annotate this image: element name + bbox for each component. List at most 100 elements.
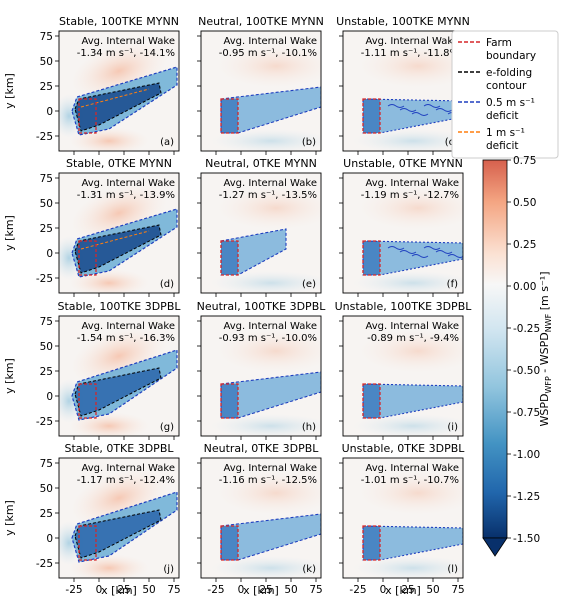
wake-annotation-values: -1.16 m s⁻¹, -12.5% <box>219 475 317 486</box>
panel-letter: (k) <box>302 564 316 575</box>
farm-boundary <box>362 383 381 419</box>
y-tick-label: 75 <box>40 458 53 470</box>
panel-frame <box>342 172 464 294</box>
farm-boundary <box>78 98 97 134</box>
panel-title: Neutral, 100TKE 3DPBL <box>197 300 327 313</box>
x-axis-label: x [km] <box>101 584 137 597</box>
y-tick-label: 0 <box>46 533 53 545</box>
wake-annotation-values: -1.31 m s⁻¹, -13.9% <box>77 190 175 201</box>
x-tick-label: 25 <box>117 584 130 596</box>
panel-letter: (j) <box>163 564 174 575</box>
wake-annotation-title: Avg. Internal Wake <box>223 321 317 332</box>
y-tick-label: 0 <box>46 248 53 260</box>
panel-g: 75 50 25 0 -25 Stable, 100TKE 3DPBL Avg. Inter… <box>36 300 181 440</box>
colorbar-tick-label: -1.25 <box>513 491 540 503</box>
farm-boundary <box>362 525 381 561</box>
panel-letter: (b) <box>302 137 316 148</box>
panel-c: Unstable, 100TKE MYNN Avg. Internal Wake-… <box>336 15 470 155</box>
wake-annotation-values: -0.93 m s⁻¹, -10.0% <box>219 333 317 344</box>
x-tick-label: 50 <box>142 584 155 596</box>
legend-entry-line1: Farm <box>486 37 512 49</box>
wake-annotation-title: Avg. Internal Wake <box>365 321 459 332</box>
wspd-difference-field <box>59 173 179 293</box>
panel-letter: (h) <box>302 422 316 433</box>
panel-title: Unstable, 100TKE MYNN <box>336 15 470 28</box>
wake-annotation-title: Avg. Internal Wake <box>81 36 175 47</box>
x-tick-label: 0 <box>380 584 387 596</box>
legend-entry-line2: contour <box>486 80 527 92</box>
colorbar-tick-label: 0.25 <box>513 239 536 251</box>
wake-annotation-title: Avg. Internal Wake <box>365 463 459 474</box>
wspd-difference-field <box>343 173 463 293</box>
panel-title: Neutral, 100TKE MYNN <box>198 15 324 28</box>
colorbar-ticks: 0.75 0.50 0.25 0.00 -0.25 -0.50 -0.75 -1.00 -1.2… <box>507 155 540 545</box>
y-tick-label: 75 <box>40 31 53 43</box>
wake-annotation-values: -1.11 m s⁻¹, -11.8% <box>361 48 459 59</box>
panel-frame <box>58 315 180 437</box>
farm-boundary <box>78 525 97 561</box>
y-tick-label: 75 <box>40 173 53 185</box>
x-tick-label: 25 <box>259 584 272 596</box>
wake-annotation-title: Avg. Internal Wake <box>365 36 459 47</box>
colorbar-extend-arrow <box>482 537 508 557</box>
wake-annotation-title: Avg. Internal Wake <box>223 178 317 189</box>
colorbar-tick-label: 0.75 <box>513 155 536 167</box>
y-tick-label: -25 <box>36 273 53 285</box>
colorbar-label: WSPDWFP - WSPDNWF [m s⁻¹] <box>538 272 553 427</box>
x-tick-label: -25 <box>349 584 366 596</box>
panel-j: -25 0 25 50 75 75 50 25 0 -25 Stable, 0TKE 3DPBL Av… <box>36 442 181 596</box>
x-tick-label: 50 <box>426 584 439 596</box>
colorbar-tick-label: 0.50 <box>513 197 536 209</box>
x-tick-label: 0 <box>96 584 103 596</box>
x-axis-label: x [km] <box>243 584 279 597</box>
farm-boundary <box>220 240 239 276</box>
panel-frame <box>200 30 322 152</box>
y-tick-label: 50 <box>40 483 53 495</box>
panel-title: Stable, 100TKE MYNN <box>59 15 179 28</box>
panel-letter: (d) <box>160 279 174 290</box>
y-tick-label: 0 <box>46 391 53 403</box>
wake-annotation-title: Avg. Internal Wake <box>365 178 459 189</box>
panel-letter: (i) <box>447 422 458 433</box>
panel-l: -25 0 25 50 75 Unstable, 0TKE 3DPBL Avg. Inter… <box>339 442 466 596</box>
panel-frame <box>200 315 322 437</box>
colorbar-tick-label: -0.75 <box>513 407 540 419</box>
wake-annotation-title: Avg. Internal Wake <box>223 463 317 474</box>
x-tick-label: -25 <box>65 584 82 596</box>
colorbar-tick-label: 0.00 <box>513 281 536 293</box>
wake-annotation-values: -1.27 m s⁻¹, -13.5% <box>219 190 317 201</box>
wake-annotation-values: -1.17 m s⁻¹, -12.4% <box>77 475 175 486</box>
panel-frame <box>200 457 322 579</box>
panel-title: Stable, 0TKE 3DPBL <box>65 442 175 455</box>
wake-annotation-title: Avg. Internal Wake <box>81 178 175 189</box>
panel-frame <box>58 30 180 152</box>
farm-boundary <box>220 525 239 561</box>
panel-h: Neutral, 100TKE 3DPBL Avg. Internal Wake-… <box>197 300 327 440</box>
panel-letter: (c) <box>445 137 458 148</box>
panel-a: 75 50 25 0 -25 Stable, 100TKE MYNN Avg. Intern… <box>36 15 180 155</box>
y-axis-label: y [km] <box>3 215 16 251</box>
panel-letter: (g) <box>160 422 174 433</box>
panel-f: Unstable, 0TKE MYNN Avg. Internal Wake-1.… <box>339 157 464 297</box>
panel-letter: (l) <box>447 564 458 575</box>
panel-title: Neutral, 0TKE MYNN <box>205 157 317 170</box>
wspd-difference-field <box>201 458 321 578</box>
y-tick-label: 50 <box>40 198 53 210</box>
colorbar-bar <box>482 159 508 539</box>
y-tick-label: -25 <box>36 416 53 428</box>
x-tick-label: 25 <box>401 584 414 596</box>
wake-annotation-values: -1.19 m s⁻¹, -12.7% <box>361 190 459 201</box>
wspd-difference-field <box>59 316 179 436</box>
panel-frame <box>342 315 464 437</box>
legend-entry-line2: deficit <box>486 140 519 152</box>
y-axis-label: y [km] <box>3 500 16 536</box>
legend-entry-line1: 1 m s⁻¹ <box>486 127 525 139</box>
panel-title: Neutral, 0TKE 3DPBL <box>204 442 320 455</box>
legend-entry-line1: e-folding <box>486 67 532 79</box>
panel-title: Unstable, 0TKE 3DPBL <box>342 442 466 455</box>
x-tick-label: 0 <box>238 584 245 596</box>
panel-b: Neutral, 100TKE MYNN Avg. Internal Wake-0… <box>197 15 324 155</box>
wake-annotation-title: Avg. Internal Wake <box>81 321 175 332</box>
